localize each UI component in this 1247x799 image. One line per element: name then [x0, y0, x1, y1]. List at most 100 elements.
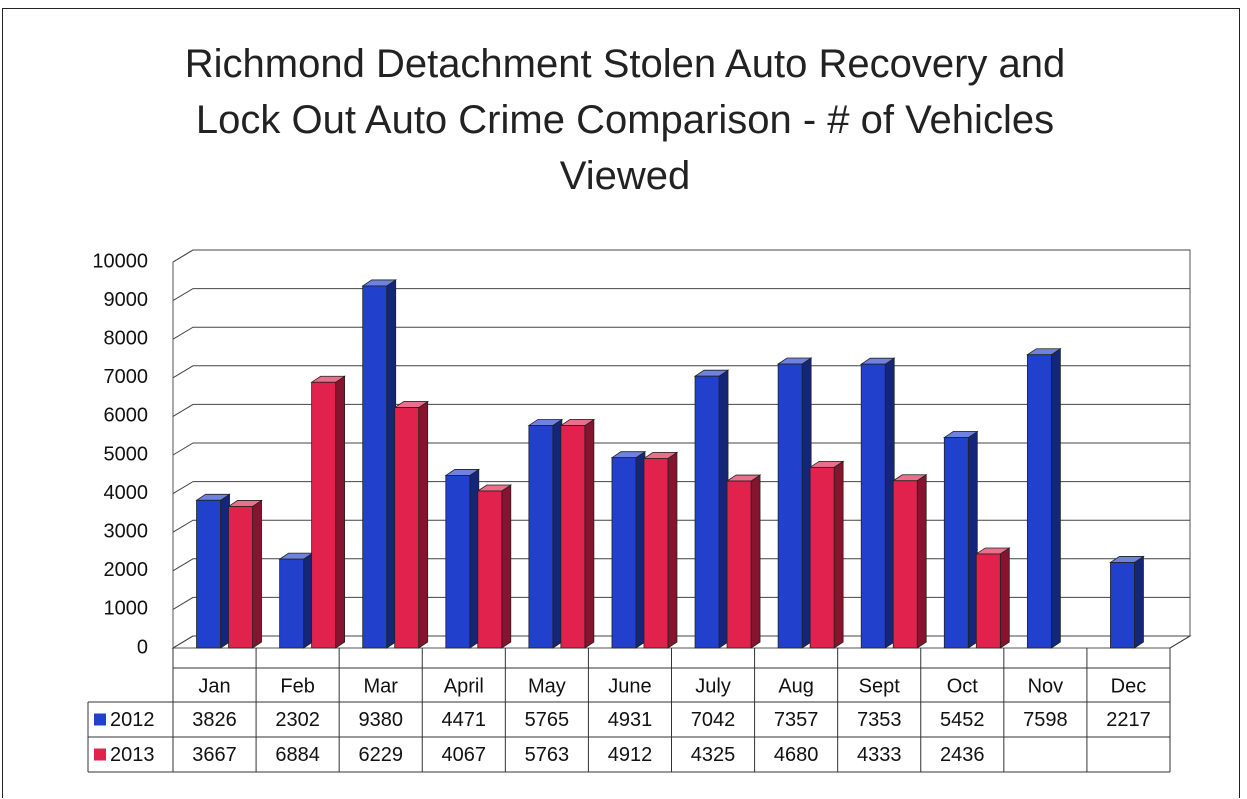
- bar-side: [750, 474, 761, 649]
- x-tick-label: Oct: [947, 675, 979, 697]
- bar-front: [975, 553, 1001, 649]
- grid-line: [172, 403, 1190, 417]
- table-value: 4680: [774, 744, 819, 766]
- bar: [227, 499, 263, 649]
- bar: [527, 418, 564, 649]
- bar-side: [667, 451, 678, 649]
- bar: [610, 450, 647, 649]
- bar-front: [726, 480, 752, 649]
- bar-front: [943, 437, 969, 649]
- bar: [1109, 555, 1145, 649]
- bar-front: [1026, 354, 1052, 649]
- grid-line: [172, 596, 1190, 610]
- bar-front: [477, 490, 503, 649]
- bar-front: [892, 480, 918, 649]
- table-value: 7353: [857, 709, 902, 731]
- legend-swatch: [94, 748, 106, 761]
- y-tick-label: 0: [137, 636, 148, 658]
- x-tick-label: May: [528, 675, 566, 697]
- table-value: 4067: [442, 744, 487, 766]
- bar-side: [335, 375, 346, 649]
- bar-side: [252, 499, 262, 649]
- table-value: 2217: [1106, 709, 1151, 731]
- bar-front: [279, 558, 305, 649]
- bar: [942, 430, 979, 649]
- bar-side: [999, 547, 1010, 649]
- legend-swatch: [94, 713, 106, 726]
- table-value: 4912: [608, 744, 653, 766]
- grid-line: [172, 519, 1190, 533]
- x-tick-label: Sept: [859, 675, 901, 697]
- bar: [278, 552, 314, 649]
- bar-front: [643, 457, 669, 649]
- bar-front: [196, 499, 221, 649]
- bar: [776, 357, 813, 649]
- y-tick-label: 7000: [104, 366, 149, 388]
- chart-title: Richmond Detachment Stolen Auto Recovery…: [184, 42, 1066, 198]
- table-value: 6884: [275, 744, 320, 766]
- bar-side: [418, 400, 429, 649]
- y-tick-label: 9000: [104, 289, 149, 311]
- bar: [859, 357, 896, 649]
- table-value: 7357: [774, 709, 819, 731]
- y-tick-label: 6000: [104, 405, 149, 427]
- y-tick-label: 8000: [104, 327, 149, 349]
- bar: [891, 473, 928, 649]
- bar: [693, 369, 730, 649]
- x-tick-label: Aug: [778, 675, 814, 697]
- x-tick-label: Feb: [280, 675, 314, 697]
- table-value: 5763: [525, 744, 570, 766]
- grid-line: [172, 288, 1190, 302]
- bar-front: [611, 457, 637, 649]
- bar-front: [560, 425, 586, 649]
- bar-side: [916, 473, 927, 649]
- bar-front: [809, 466, 835, 649]
- bar-front: [1110, 562, 1135, 649]
- bar: [725, 474, 762, 649]
- x-tick-label: June: [608, 675, 651, 697]
- bar: [195, 493, 231, 649]
- grid-line: [172, 635, 1190, 649]
- bar: [393, 400, 430, 649]
- table-value: 4325: [691, 744, 736, 766]
- table-line: [1169, 635, 1191, 649]
- bar: [476, 484, 513, 649]
- table-value: 5452: [940, 709, 985, 731]
- table-value: 4471: [442, 709, 487, 731]
- table-value: 5765: [525, 709, 570, 731]
- bar: [361, 279, 398, 649]
- bar-front: [394, 407, 420, 649]
- x-tick-label: April: [444, 675, 484, 697]
- x-tick-label: Dec: [1111, 675, 1147, 697]
- bar: [310, 375, 346, 649]
- bar-front: [311, 381, 337, 649]
- chart-frame: [2, 8, 1240, 798]
- table-value: 7042: [691, 709, 736, 731]
- y-tick-label: 2000: [104, 559, 149, 581]
- table-value: 2302: [275, 709, 320, 731]
- table-value: 3826: [192, 709, 237, 731]
- bar: [444, 468, 481, 649]
- bar-front: [228, 506, 253, 649]
- x-tick-label: Mar: [363, 675, 398, 697]
- grid-line: [172, 365, 1190, 379]
- table-value: 7598: [1023, 709, 1068, 731]
- bar: [559, 418, 596, 649]
- bar-front: [528, 425, 554, 649]
- bar-side: [501, 484, 512, 649]
- bar: [642, 451, 679, 649]
- y-tick-label: 5000: [104, 443, 149, 465]
- x-tick-label: Nov: [1028, 675, 1064, 697]
- y-tick-label: 4000: [104, 482, 149, 504]
- table-value: 4931: [608, 709, 653, 731]
- grid-line: [172, 326, 1190, 340]
- bar-front: [362, 285, 388, 649]
- bar: [974, 547, 1011, 649]
- table-value: 4333: [857, 744, 902, 766]
- bar-front: [860, 363, 886, 649]
- grid-line: [172, 558, 1190, 572]
- grid-line: [172, 249, 1190, 263]
- table-value: 6229: [358, 744, 403, 766]
